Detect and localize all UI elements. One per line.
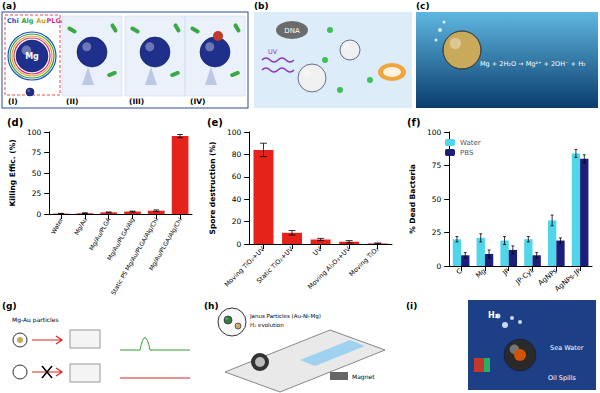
svg-text:(h): (h) <box>204 301 219 311</box>
svg-text:Au: Au <box>36 17 46 25</box>
svg-text:PLGA: PLGA <box>46 17 66 25</box>
svg-text:(c): (c) <box>416 1 430 11</box>
svg-text:Moving TiO₂+UV: Moving TiO₂+UV <box>222 245 267 289</box>
svg-text:(i): (i) <box>406 301 417 311</box>
svg-text:Static TiO₂+UV: Static TiO₂+UV <box>255 245 295 285</box>
svg-text:40: 40 <box>232 195 242 204</box>
svg-text:60: 60 <box>232 172 242 181</box>
svg-text:(g): (g) <box>2 301 17 311</box>
svg-text:(III): (III) <box>129 97 144 106</box>
svg-text:Mg/Au/PLGA: Mg/Au/PLGA <box>87 215 113 251</box>
svg-text:Moving Al₂O₃+UV: Moving Al₂O₃+UV <box>306 245 352 291</box>
svg-text:100: 100 <box>427 128 442 137</box>
svg-text:(I): (I) <box>8 97 18 106</box>
svg-text:JP: JP <box>501 267 512 278</box>
svg-text:(d): (d) <box>7 117 23 128</box>
svg-text:H₂ evolution: H₂ evolution <box>250 322 284 328</box>
svg-text:AgNPs: AgNPs <box>536 266 559 288</box>
svg-text:% Dead Bacteria: % Dead Bacteria <box>408 164 417 234</box>
svg-text:50: 50 <box>432 195 442 204</box>
svg-text:75: 75 <box>32 148 42 157</box>
svg-text:DNA: DNA <box>284 27 300 35</box>
svg-text:Spore destruction (%): Spore destruction (%) <box>208 142 217 235</box>
svg-text:25: 25 <box>32 189 42 198</box>
svg-text:(b): (b) <box>254 1 269 11</box>
svg-text:25: 25 <box>432 228 442 237</box>
svg-text:50: 50 <box>32 169 42 178</box>
svg-text:UV: UV <box>311 245 324 258</box>
svg-text:20: 20 <box>232 217 242 226</box>
svg-text:UV: UV <box>268 48 278 56</box>
svg-text:Mg + 2H₂O → Mg²⁺ + 2OH⁻ + H₂: Mg + 2H₂O → Mg²⁺ + 2OH⁻ + H₂ <box>480 60 586 68</box>
svg-text:75: 75 <box>432 161 442 170</box>
svg-text:(II): (II) <box>66 97 78 106</box>
svg-text:(f): (f) <box>407 117 421 128</box>
svg-text:Water: Water <box>49 216 64 235</box>
svg-text:Mg/Au: Mg/Au <box>72 216 88 237</box>
svg-text:Mg: Mg <box>25 52 39 61</box>
svg-text:(e): (e) <box>207 117 223 128</box>
svg-text:0: 0 <box>236 240 241 249</box>
svg-text:Static PS Mg/Au/PLGA/Alg/Chi: Static PS Mg/Au/PLGA/Alg/Chi <box>109 216 160 297</box>
svg-text:100: 100 <box>227 128 242 137</box>
svg-text:Oil Spills: Oil Spills <box>548 374 576 382</box>
svg-text:Magnet: Magnet <box>352 373 375 381</box>
svg-text:Killing Effic. (%): Killing Effic. (%) <box>8 139 17 206</box>
svg-text:0: 0 <box>36 210 41 219</box>
svg-text:PBS: PBS <box>460 149 474 157</box>
svg-text:JP-Cyt: JP-Cyt <box>514 267 536 287</box>
svg-text:Moving TiO₂: Moving TiO₂ <box>347 245 380 278</box>
svg-text:Sea Water: Sea Water <box>550 344 584 352</box>
svg-text:100: 100 <box>27 128 42 137</box>
svg-text:(a): (a) <box>2 1 16 11</box>
svg-text:Mg/Au/PLGA/Alg/Chi: Mg/Au/PLGA/Alg/Chi <box>147 216 184 272</box>
svg-text:Mg: Mg <box>474 267 487 280</box>
svg-text:80: 80 <box>232 150 242 159</box>
svg-text:C: C <box>455 267 464 276</box>
svg-text:(IV): (IV) <box>190 97 205 106</box>
svg-text:Chi: Chi <box>7 17 19 25</box>
svg-text:Water: Water <box>460 139 481 147</box>
svg-text:0: 0 <box>436 262 441 271</box>
svg-text:Alg: Alg <box>22 17 34 25</box>
svg-text:Janus Particles (Au-Ni-Mg): Janus Particles (Au-Ni-Mg) <box>249 313 321 320</box>
svg-text:AgNPs-JP: AgNPs-JP <box>553 267 582 293</box>
svg-text:H₂: H₂ <box>488 311 499 320</box>
svg-text:Mg-Au particles: Mg-Au particles <box>12 316 59 324</box>
